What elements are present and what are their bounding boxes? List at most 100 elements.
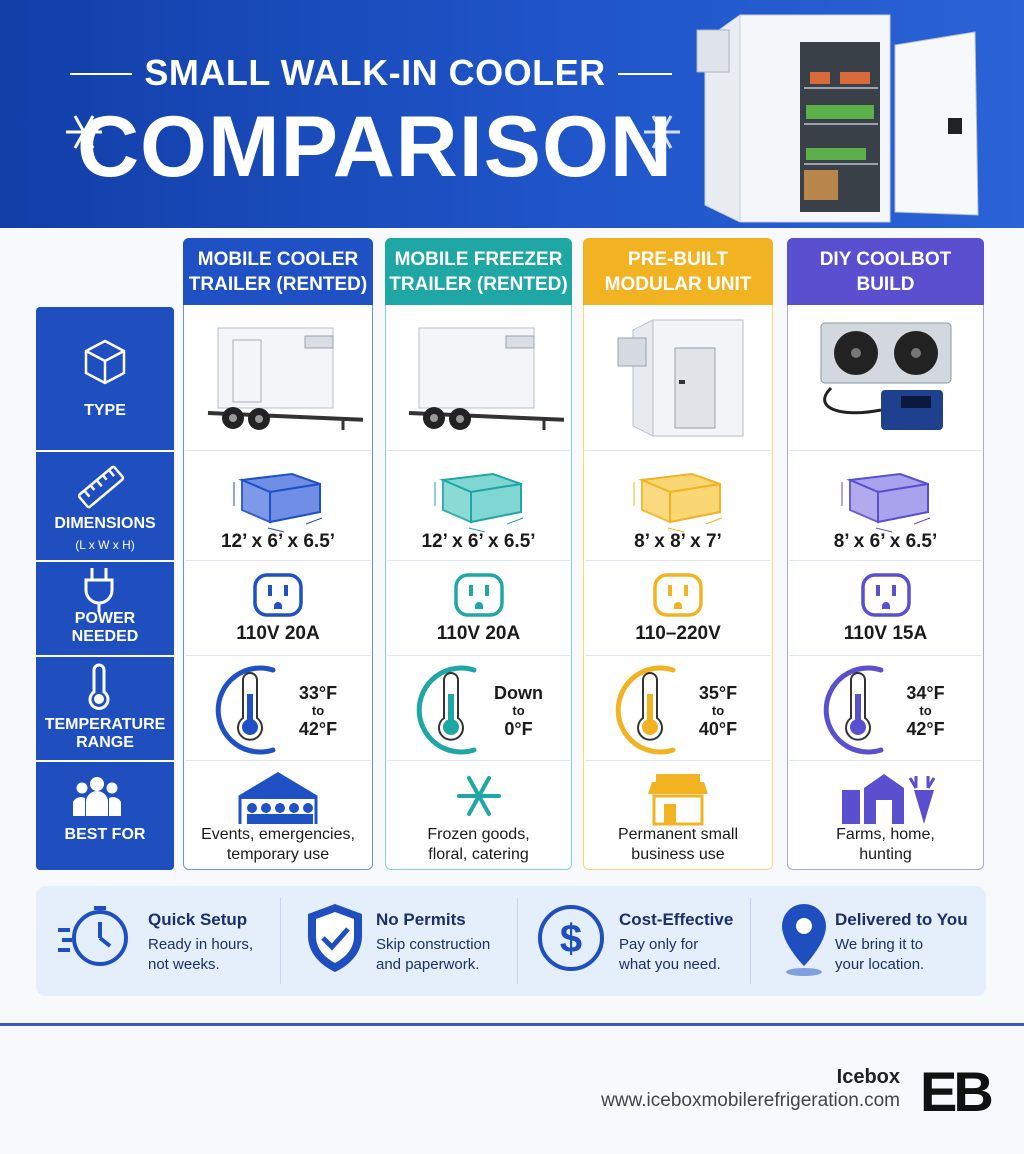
benefit-title: Quick Setup: [148, 910, 248, 929]
best-for-line: Permanent small: [617, 826, 739, 843]
best-for-icon: [648, 774, 708, 826]
row-divider: [789, 560, 982, 561]
temperature-line: 42°F: [298, 719, 338, 739]
row-divider: [585, 655, 771, 656]
temperature-icon: [88, 663, 110, 710]
best-for-line: Events, emergencies,: [201, 826, 355, 843]
benefit-divider: [750, 898, 751, 984]
best-for-icon: [238, 772, 318, 824]
option-image: [207, 327, 363, 430]
title-main: COMPARISON: [76, 99, 674, 195]
dimensions-icon: [633, 472, 723, 533]
header-decor: [66, 14, 979, 223]
url: www.iceboxmobilerefrigeration.com: [601, 1090, 900, 1111]
outlet-icon: [453, 573, 504, 617]
temperature-gauge: [416, 665, 476, 755]
logo: EB: [920, 1060, 994, 1123]
best-for-line: Frozen goods,: [427, 826, 530, 843]
row-label: POWER NEEDED: [36, 610, 174, 646]
benefit-icon: $: [538, 905, 604, 971]
row-divider: [789, 450, 982, 451]
benefit-text: what you need.: [619, 956, 721, 973]
temperature-line: 42°F: [906, 719, 945, 739]
option-header-line: MOBILE FREEZER: [394, 248, 563, 270]
power-value: 110–220V: [635, 623, 721, 644]
benefits-panel: [36, 886, 986, 996]
option-header-line: TRAILER (RENTED): [188, 273, 368, 295]
benefit-title: No Permits: [376, 910, 466, 929]
temperature-line: 35°F: [698, 683, 738, 703]
best-for-icon: [456, 776, 501, 816]
row-divider: [387, 655, 570, 656]
dimensions-icon: [434, 472, 523, 533]
temperature-line: 40°F: [698, 719, 738, 739]
row-divider: [387, 450, 570, 451]
row-divider: [185, 560, 371, 561]
dimensions-icon: [77, 465, 125, 509]
row-divider: [185, 655, 371, 656]
row-divider: [387, 560, 570, 561]
option-header-line: BUILD: [856, 273, 915, 295]
option-header: MOBILE FREEZER TRAILER (RENTED): [385, 238, 572, 305]
temperature-value: 33°F to 42°F: [288, 676, 348, 746]
dimensions-icon: [233, 472, 323, 533]
row-label-line: NEEDED: [71, 628, 139, 645]
benefit-icon: [308, 904, 362, 972]
power-value: 110V 15A: [843, 623, 928, 644]
row-divider: [185, 760, 371, 761]
temperature-line: to: [512, 703, 525, 718]
temperature-line: 33°F: [298, 683, 338, 703]
dimensions-value: 8’ x 6’ x 6.5’: [833, 531, 938, 552]
best-for-value: Permanent small business use: [583, 825, 773, 865]
benefit-title: Cost-Effective: [619, 910, 734, 929]
best-for-value: Events, emergencies, temporary use: [183, 825, 373, 865]
temperature-line: to: [311, 703, 325, 718]
dimensions-icon: [841, 472, 930, 533]
row-divider: [585, 760, 771, 761]
benefit-icon: [58, 906, 128, 966]
best-for-value: Frozen goods, floral, catering: [385, 825, 572, 865]
temperature-line: to: [919, 703, 932, 718]
temperature-line: to: [711, 703, 725, 718]
outlet-icon: [653, 573, 703, 617]
row-label-line: TEMPERATURE: [44, 716, 166, 733]
option-header: MOBILE COOLER TRAILER (RENTED): [183, 238, 373, 305]
benefit-text: not weeks.: [148, 956, 220, 973]
benefit-text: Pay only for: [619, 936, 699, 953]
row-divider: [36, 560, 174, 562]
temperature-gauge: [823, 665, 883, 755]
title-top: SMALL WALK-IN COOLER: [144, 52, 606, 93]
best-for-icon: [841, 774, 935, 824]
row-divider: [585, 450, 771, 451]
row-divider: [36, 450, 174, 452]
best-for-line: temporary use: [226, 846, 330, 863]
temperature-line: Down: [494, 683, 543, 703]
temperature-line: 0°F: [504, 719, 533, 739]
best-for-line: business use: [631, 846, 725, 863]
temperature-gauge: [215, 665, 276, 755]
benefit-text: We bring it to: [835, 936, 924, 953]
footer-rule: [0, 1023, 1024, 1026]
row-divider: [789, 655, 982, 656]
row-label-note: (L x W x H): [75, 538, 135, 552]
temperature-value: 34°F to 42°F: [896, 676, 956, 746]
best-for-line: floral, catering: [428, 846, 529, 863]
row-label-line: RANGE: [76, 734, 134, 751]
benefit-title: Delivered to You: [835, 910, 968, 929]
brand: Icebox: [836, 1066, 900, 1088]
option-header: PRE-BUILT MODULAR UNIT: [583, 238, 773, 305]
option-header-line: DIY COOLBOT: [819, 248, 952, 270]
option-image: [820, 322, 951, 430]
benefit-text: and paperwork.: [376, 956, 480, 973]
row-divider: [789, 760, 982, 761]
option-header-line: MODULAR UNIT: [604, 273, 752, 295]
row-label: DIMENSIONS: [54, 515, 156, 532]
benefit-text: Skip construction: [376, 936, 491, 953]
option-header-line: MOBILE COOLER: [197, 248, 359, 270]
best-for-icon: [73, 777, 121, 816]
temperature-line: 34°F: [906, 683, 945, 703]
row-divider: [585, 560, 771, 561]
temperature-gauge: [615, 665, 676, 755]
row-divider: [36, 655, 174, 657]
row-divider: [387, 760, 570, 761]
